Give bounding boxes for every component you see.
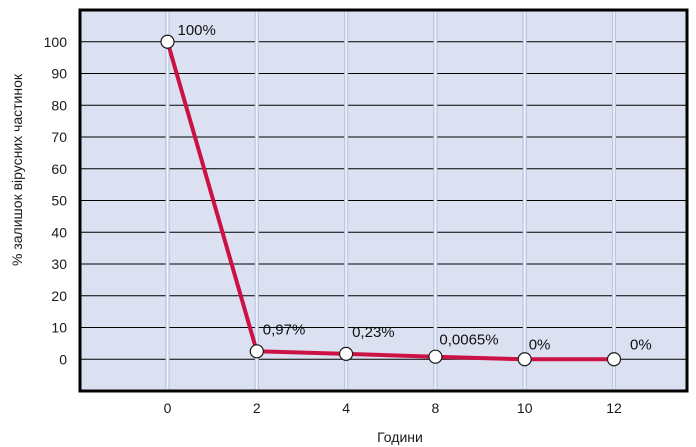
data-point	[160, 34, 175, 49]
y-tick-labels: 0 10 20 30 40 50 60 70 80 90 100	[44, 34, 68, 368]
data-markers	[160, 34, 622, 367]
data-label: 0%	[630, 336, 652, 353]
y-tick-label: 80	[51, 97, 67, 113]
x-tick-label: 2	[253, 400, 261, 416]
plot-border	[78, 8, 689, 393]
y-tick-label: 10	[51, 320, 67, 336]
data-label: 100%	[178, 22, 216, 39]
x-tick-label: 0	[164, 400, 172, 416]
y-axis-title: % залишок вірусних частинок	[9, 73, 25, 266]
gridline-x	[344, 10, 349, 391]
gridline-x	[612, 10, 616, 391]
y-tick-label: 60	[51, 161, 67, 177]
gridline-x	[254, 10, 259, 391]
data-point	[339, 346, 354, 361]
x-axis-title: Години	[377, 429, 423, 445]
series-line	[165, 41, 614, 362]
data-label: 0,23%	[352, 324, 395, 341]
x-tick-label: 12	[606, 400, 622, 416]
y-tick-label: 70	[51, 129, 67, 145]
x-tick-labels: 0 2 4 8 10 12	[164, 400, 622, 416]
x-tick-label: 10	[517, 400, 533, 416]
gridline-x	[522, 10, 527, 391]
data-point	[517, 352, 532, 367]
data-label: 0%	[529, 336, 551, 353]
y-tick-label: 30	[51, 256, 67, 272]
data-labels: 100% 0,97% 0,23% 0,0065% 0% 0%	[178, 22, 652, 354]
y-tick-label: 20	[51, 288, 67, 304]
data-point	[606, 352, 622, 367]
gridline-x	[433, 10, 438, 391]
data-point	[249, 344, 264, 359]
y-tick-label: 0	[59, 351, 67, 367]
data-point	[428, 349, 443, 364]
y-tick-label: 50	[51, 193, 67, 209]
horizontal-gridlines	[80, 41, 687, 360]
vertical-gridlines	[165, 10, 616, 391]
data-label: 0,0065%	[439, 332, 498, 349]
y-tick-label: 90	[51, 66, 67, 82]
y-tick-label: 100	[44, 34, 68, 50]
gridline-x	[165, 10, 170, 391]
x-tick-label: 8	[432, 400, 440, 416]
x-tick-label: 4	[342, 400, 350, 416]
y-tick-label: 40	[51, 224, 67, 240]
data-label: 0,97%	[263, 321, 306, 338]
